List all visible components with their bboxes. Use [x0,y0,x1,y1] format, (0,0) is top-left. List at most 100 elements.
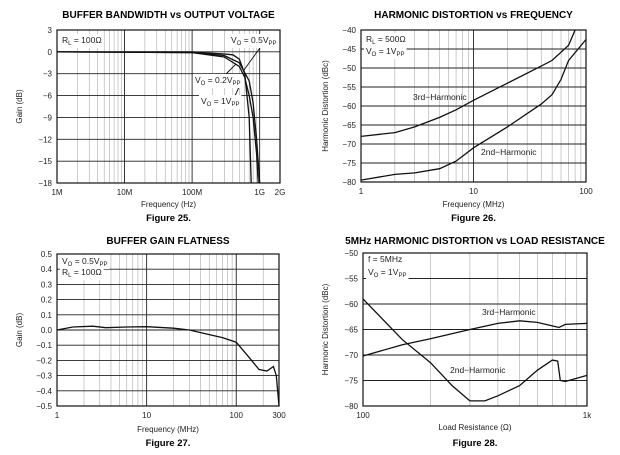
y-tick-label: −50 [342,64,356,73]
y-tick-label: −80 [344,402,358,411]
x-tick-label: 1 [55,411,60,420]
y-tick-label: −65 [344,326,358,335]
annotation-text: = 1V [376,46,396,56]
y-tick-label: 0.5 [41,250,53,259]
y-tick-label: 0.1 [41,311,53,320]
series-line-gain [56,325,280,407]
subscript: O [374,273,379,279]
chart-4: 5MHz HARMONIC DISTORTION vs LOAD RESISTA… [321,236,605,449]
x-tick-label: 100 [579,187,593,196]
annotation-label: 2nd−Harmonic [450,365,506,375]
y-tick-label: −18 [38,179,52,188]
annotation-label: VO = 0.2VPP [195,75,241,87]
annotation-text: 2nd−Harmonic [481,147,537,157]
annotation-background [364,45,407,59]
annotation-label: 3rd−Harmonic [413,92,467,102]
annotation-text: = 1V [211,96,231,106]
plot-frame [56,29,281,184]
y-tick-label: −12 [38,135,52,144]
x-tick-label: 1M [51,188,62,197]
chart-title: 5MHz HARMONIC DISTORTION vs LOAD RESISTA… [345,236,605,247]
annotation-label: VO = 0.5VPP [62,256,108,268]
subscript: PP [100,262,108,268]
x-tick-label: 2G [275,188,286,197]
annotation-text: = 100Ω [71,267,101,277]
plot-frame [360,29,587,183]
x-tick-label: 1k [583,411,592,420]
subscript: O [372,52,377,58]
annotation-background [60,266,104,280]
subscript: L [372,40,376,46]
annotation-text: = 500Ω [375,34,405,44]
y-axis-label: Harmonic Distortion (dBc) [321,283,330,375]
y-axis-label: Harmonic Distortion (dBc) [321,60,330,152]
annotation-text: = 0.2V [205,75,233,85]
y-tick-label: −3 [43,70,53,79]
annotation-label: RL = 100Ω [62,267,102,279]
figure-caption: Figure 27. [146,438,191,449]
annotation-background [364,33,408,47]
y-tick-label: −60 [342,102,356,111]
x-axis-label: Frequency (MHz) [443,200,505,209]
annotation-text: V [231,35,237,45]
y-tick-label: 0.4 [41,265,53,274]
annotation-arrow [243,44,263,71]
annotation-label: f = 5MHz [368,254,402,264]
figure-caption: Figure 26. [451,213,496,224]
subscript: O [207,102,212,108]
annotation-label: 2nd−Harmonic [481,147,537,157]
series-line-vo-0-2vpp [57,51,252,184]
y-tick-label: −75 [344,377,358,386]
y-tick-label: −6 [43,92,53,101]
y-tick-label: −45 [342,45,356,54]
subscript: L [68,273,72,279]
chart-title: BUFFER GAIN FLATNESS [106,236,229,247]
annotation-background [193,74,243,88]
chart-3: BUFFER GAIN FLATNESS 0.5 0.4 0.3 0.2 0.1 0.0 −0… [15,236,286,449]
chart-title: BUFFER BANDWIDTH vs OUTPUT VOLTAGE [62,10,275,21]
series-line-3rd-harmonic [362,320,588,357]
x-axis-label: Frequency (MHz) [137,425,199,434]
y-tick-label: −0.1 [36,341,52,350]
y-tick-label: 3 [48,26,53,35]
annotation-label: VO = 1VPP [201,96,239,108]
chart-2: HARMONIC DISTORTION vs FREQUENCY −40 −45 −5… [321,10,593,224]
x-axis-label: Load Resistance (Ω) [438,423,511,432]
y-tick-label: −9 [43,113,53,122]
subscript: PP [398,273,406,279]
subscript: O [68,262,73,268]
annotation-text: V [368,267,374,277]
y-tick-label: −0.3 [36,372,52,381]
y-tick-label: −55 [344,275,358,284]
y-tick-label: −15 [38,157,52,166]
annotation-text: V [62,256,68,266]
annotation-text: V [201,96,207,106]
series-line-vo-1vpp [56,51,259,184]
subscript: PP [231,102,239,108]
y-tick-label: −0.5 [36,402,52,411]
y-axis-label: Gain (dB) [15,89,24,124]
annotation-text: = 1V [378,267,398,277]
x-tick-label: 100M [182,188,202,197]
y-tick-label: −70 [344,351,358,360]
annotation-text: = 0.5V [72,256,100,266]
series-line-2nd-harmonic [360,39,587,181]
subscript: PP [233,81,241,87]
annotation-text: R [366,34,372,44]
annotation-text: R [62,267,68,277]
x-tick-label: 10 [142,411,151,420]
annotation-label: VO = 1VPP [366,46,404,58]
subscript: O [201,81,206,87]
annotation-text: V [195,75,201,85]
y-tick-label: 0.3 [41,280,53,289]
annotation-text: 3rd−Harmonic [413,92,467,102]
annotation-background [229,34,279,48]
x-axis-label: Frequency (Hz) [141,200,196,209]
annotation-text: = 0.5V [241,35,269,45]
figure-caption: Figure 25. [146,213,191,224]
annotation-label: RL = 500Ω [366,34,406,46]
x-tick-label: 1G [254,188,265,197]
y-tick-label: −75 [342,159,356,168]
annotation-background [60,255,110,269]
annotation-label: VO = 0.5VPP [231,35,277,47]
